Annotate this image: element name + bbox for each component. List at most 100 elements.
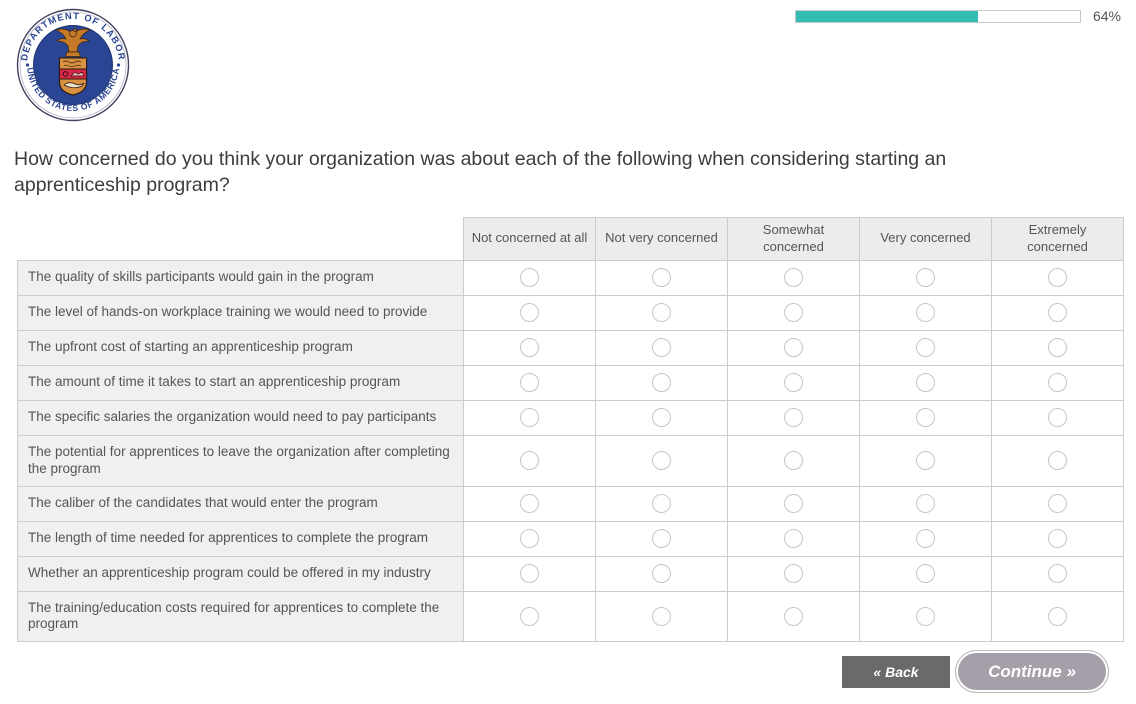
radio-cell-row3-col4[interactable] [859,329,992,366]
radio-option[interactable] [916,303,935,323]
radio-option[interactable] [916,529,935,549]
radio-cell-row6-col5[interactable] [991,434,1124,487]
radio-cell-row2-col4[interactable] [859,294,992,331]
radio-option[interactable] [1048,529,1067,549]
radio-option[interactable] [652,451,671,471]
radio-cell-row8-col5[interactable] [991,520,1124,557]
radio-cell-row9-col2[interactable] [595,555,728,592]
radio-option[interactable] [652,303,671,323]
radio-option[interactable] [916,494,935,514]
radio-option[interactable] [1048,338,1067,358]
radio-option[interactable] [520,451,539,471]
radio-option[interactable] [520,564,539,584]
radio-option[interactable] [1048,606,1067,626]
radio-option[interactable] [520,303,539,323]
radio-cell-row4-col2[interactable] [595,364,728,401]
radio-cell-row8-col1[interactable] [463,520,596,557]
radio-option[interactable] [652,338,671,358]
radio-cell-row5-col2[interactable] [595,399,728,436]
radio-cell-row6-col4[interactable] [859,434,992,487]
radio-cell-row4-col1[interactable] [463,364,596,401]
radio-option[interactable] [520,606,539,626]
radio-cell-row1-col4[interactable] [859,259,992,296]
radio-cell-row9-col3[interactable] [727,555,860,592]
radio-option[interactable] [916,451,935,471]
radio-option[interactable] [1048,268,1067,288]
radio-option[interactable] [916,338,935,358]
radio-cell-row2-col3[interactable] [727,294,860,331]
radio-cell-row6-col2[interactable] [595,434,728,487]
radio-cell-row5-col5[interactable] [991,399,1124,436]
radio-option[interactable] [784,606,803,626]
radio-option[interactable] [784,529,803,549]
radio-cell-row6-col1[interactable] [463,434,596,487]
radio-cell-row10-col4[interactable] [859,590,992,643]
radio-option[interactable] [652,529,671,549]
radio-option[interactable] [652,606,671,626]
radio-option[interactable] [916,373,935,393]
back-button[interactable]: « Back [842,655,950,688]
radio-cell-row9-col5[interactable] [991,555,1124,592]
radio-option[interactable] [1048,564,1067,584]
radio-cell-row6-col3[interactable] [727,434,860,487]
radio-cell-row7-col5[interactable] [991,485,1124,522]
radio-option[interactable] [916,564,935,584]
radio-option[interactable] [784,564,803,584]
radio-option[interactable] [652,564,671,584]
radio-cell-row5-col3[interactable] [727,399,860,436]
radio-cell-row4-col4[interactable] [859,364,992,401]
radio-option[interactable] [652,268,671,288]
radio-option[interactable] [916,606,935,626]
radio-option[interactable] [784,373,803,393]
radio-cell-row10-col3[interactable] [727,590,860,643]
radio-cell-row7-col1[interactable] [463,485,596,522]
radio-cell-row1-col3[interactable] [727,259,860,296]
radio-cell-row1-col5[interactable] [991,259,1124,296]
radio-option[interactable] [784,408,803,428]
radio-cell-row9-col4[interactable] [859,555,992,592]
radio-option[interactable] [784,338,803,358]
radio-option[interactable] [1048,303,1067,323]
radio-cell-row5-col4[interactable] [859,399,992,436]
radio-option[interactable] [652,373,671,393]
radio-option[interactable] [784,268,803,288]
radio-cell-row8-col3[interactable] [727,520,860,557]
radio-cell-row2-col2[interactable] [595,294,728,331]
radio-option[interactable] [520,338,539,358]
radio-cell-row2-col1[interactable] [463,294,596,331]
radio-option[interactable] [784,303,803,323]
radio-option[interactable] [520,373,539,393]
radio-cell-row7-col4[interactable] [859,485,992,522]
radio-option[interactable] [520,268,539,288]
radio-option[interactable] [916,268,935,288]
radio-option[interactable] [520,408,539,428]
radio-cell-row4-col5[interactable] [991,364,1124,401]
radio-cell-row1-col1[interactable] [463,259,596,296]
radio-cell-row7-col2[interactable] [595,485,728,522]
radio-option[interactable] [520,494,539,514]
radio-cell-row1-col2[interactable] [595,259,728,296]
radio-cell-row8-col2[interactable] [595,520,728,557]
radio-cell-row7-col3[interactable] [727,485,860,522]
radio-cell-row10-col2[interactable] [595,590,728,643]
radio-option[interactable] [784,494,803,514]
radio-cell-row3-col3[interactable] [727,329,860,366]
radio-cell-row9-col1[interactable] [463,555,596,592]
radio-option[interactable] [916,408,935,428]
radio-cell-row4-col3[interactable] [727,364,860,401]
radio-cell-row10-col1[interactable] [463,590,596,643]
radio-option[interactable] [520,529,539,549]
radio-option[interactable] [1048,408,1067,428]
radio-option[interactable] [1048,373,1067,393]
radio-cell-row3-col5[interactable] [991,329,1124,366]
radio-option[interactable] [784,451,803,471]
radio-cell-row3-col1[interactable] [463,329,596,366]
radio-cell-row10-col5[interactable] [991,590,1124,643]
radio-cell-row2-col5[interactable] [991,294,1124,331]
radio-cell-row5-col1[interactable] [463,399,596,436]
radio-option[interactable] [652,408,671,428]
radio-cell-row3-col2[interactable] [595,329,728,366]
continue-button[interactable]: Continue » [955,650,1109,693]
radio-option[interactable] [1048,494,1067,514]
radio-cell-row8-col4[interactable] [859,520,992,557]
